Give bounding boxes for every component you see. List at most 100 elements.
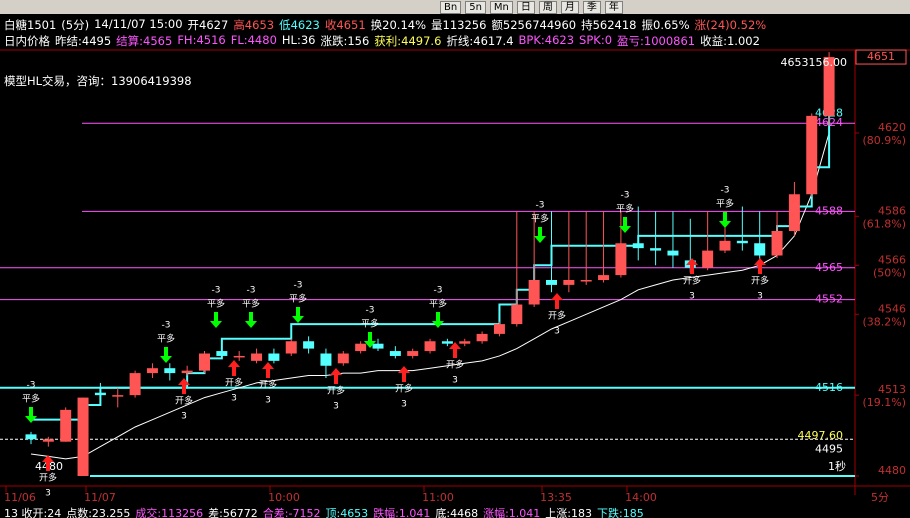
open-arrow [754,258,766,274]
signal-qty: -3 [434,286,443,296]
level-label: 4624 [815,116,843,129]
candle-body [303,341,315,349]
status-field: 跌幅:1.041 [373,507,431,518]
toolbar-button[interactable]: 季 [582,0,601,14]
candle-body [199,353,210,371]
candle-body [441,341,453,344]
indicator-field: 获利:4497.6 [374,34,442,48]
candle-body [60,409,72,442]
candle-body [355,343,367,352]
candle-body [702,250,714,268]
candle-body [320,353,332,366]
open-arrow [330,368,342,384]
open-arrow [551,293,563,309]
toolbar-button[interactable]: Mn [489,0,513,14]
signal-qty: 3 [181,412,187,422]
level-label: 4495 [815,442,843,455]
y-tick-label: 4513 [878,383,906,396]
status-field: 底:4468 [435,507,479,518]
indicator-field: 日内价格 [4,34,50,48]
candle-body [736,240,748,244]
candle-body [598,275,610,280]
signal-qty: 3 [231,394,237,404]
y-tick-pct: (61.8%) [862,217,906,230]
candle-body [407,351,419,356]
signal-qty: -3 [721,186,730,196]
y-tick-label: 4620 [878,121,906,134]
toolbar: Bn 5n Mn 日周月季年 [0,0,910,14]
candle-body [216,351,228,356]
toolbar-button[interactable]: 年 [604,0,623,14]
candle-body [129,373,141,396]
toolbar-button[interactable]: 5n [465,0,486,14]
close-arrow [534,227,546,243]
candle-body [77,397,89,476]
signal-label: 开多 [225,377,243,389]
candle-body [806,115,818,195]
level-label: 4628 [815,106,843,119]
toolbar-button[interactable]: Bn [440,0,462,14]
y-tick-label: 4566 [878,253,906,266]
indicator-field: SPK:0 [579,33,613,47]
signal-qty: -3 [621,191,630,201]
indicator-field: HL:36 [281,33,316,47]
signal-label: 平多 [531,213,549,225]
signal-label: 平多 [242,298,260,310]
status-field: 成交:113256 [135,507,204,518]
signal-label: 开多 [446,359,464,371]
candle-body [719,240,731,251]
signal-qty: 3 [265,396,271,406]
quote-line: 白糖1501 (5分) 14/11/07 15:00 开4627 高4653 低4623 收… [4,17,766,33]
signal-qty: -3 [212,286,221,296]
level-label: 4552 [815,293,843,306]
candle-body [684,260,696,268]
status-field: 点数:23.255 [66,507,131,518]
candle-body [511,304,523,325]
price-box-label: 4651 [867,50,895,63]
signal-label: 平多 [429,298,447,310]
quote-field: 额5256744960 [491,18,577,32]
open-arrow [398,366,410,382]
toolbar-button[interactable]: 月 [560,0,579,14]
candle-body [771,231,783,256]
candle-body [25,434,37,440]
close-arrow [364,332,376,348]
close-arrow [292,307,304,323]
open-arrow [42,455,54,471]
signal-qty: 3 [757,292,763,302]
candle-body [667,250,679,256]
left-label: 4480 [35,460,63,473]
candle-body [94,392,106,396]
candle-body [337,353,349,364]
quote-field: 持562418 [581,18,637,32]
price-box [855,49,907,65]
candle-body [528,280,540,305]
signal-label: 平多 [616,203,634,215]
level-label: 4516 [815,381,843,394]
candle-body [285,341,297,354]
signal-qty: 3 [45,489,51,499]
ma-line [30,132,830,460]
quote-field: (5分) [61,18,90,32]
candle-body [788,194,800,231]
x-tick-label: 10:00 [268,491,300,504]
candle-body [424,341,436,352]
candle-body [563,280,575,285]
close-arrow [619,217,631,233]
signal-qty: -3 [536,201,545,211]
signal-label: 开多 [548,310,566,322]
period-footer: 5分 [871,491,889,504]
status-field: 13 收开:24 [4,507,62,518]
toolbar-button[interactable]: 日 [516,0,535,14]
candle-body [493,324,505,334]
signal-qty: 3 [689,292,695,302]
indicator-field: FL:4480 [230,33,277,47]
signal-qty: -3 [27,381,36,391]
candle-body [459,341,471,344]
toolbar-button[interactable]: 周 [538,0,557,14]
x-tick-label: 11/07 [84,491,116,504]
candle-body [823,57,835,116]
quote-field: 14/11/07 15:00 [94,17,183,31]
signal-qty: -3 [162,321,171,331]
